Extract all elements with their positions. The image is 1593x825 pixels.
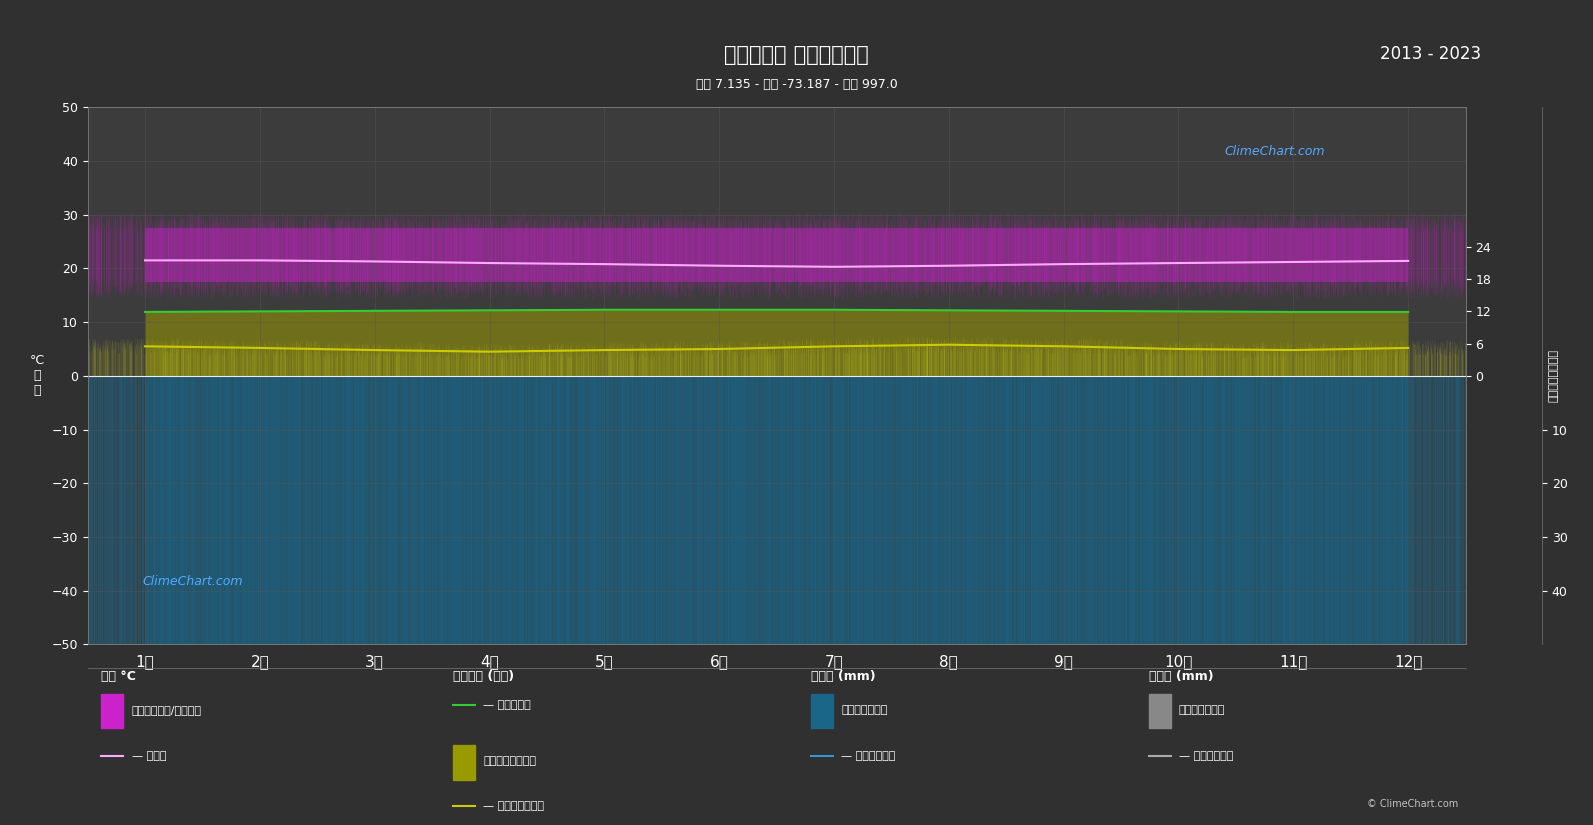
Y-axis label: °C
温
度: °C 温 度	[30, 355, 45, 398]
Bar	[1149, 695, 1171, 728]
Text: 日ごとの日照時間: 日ごとの日照時間	[483, 757, 537, 766]
Bar	[452, 746, 475, 780]
Text: 緯度 7.135 - 経度 -73.187 - 標高 997.0: 緯度 7.135 - 経度 -73.187 - 標高 997.0	[696, 78, 897, 92]
Text: ClimeChart.com: ClimeChart.com	[1225, 145, 1325, 158]
Text: 気温 °C: 気温 °C	[102, 670, 137, 682]
Text: — 日中の時間: — 日中の時間	[483, 700, 530, 710]
Text: 日ごとの最小/最大範囲: 日ごとの最小/最大範囲	[132, 705, 202, 715]
Text: © ClimeChart.com: © ClimeChart.com	[1367, 799, 1459, 809]
Text: — 月平均日照時間: — 月平均日照時間	[483, 801, 545, 811]
Bar	[102, 695, 123, 728]
Text: ClimeChart.com: ClimeChart.com	[143, 575, 244, 587]
Text: 日ごとの降雨量: 日ごとの降雨量	[841, 705, 887, 715]
Bar	[811, 695, 833, 728]
Text: 日照時間 (時間): 日照時間 (時間)	[452, 670, 515, 682]
Text: — 月平均: — 月平均	[132, 752, 166, 761]
Text: 降雪量 (mm): 降雪量 (mm)	[1149, 670, 1214, 682]
Text: 2013 - 2023: 2013 - 2023	[1381, 45, 1481, 64]
Text: — 月平均降雪量: — 月平均降雪量	[1179, 752, 1233, 761]
Text: — 月平均降雨量: — 月平均降雨量	[841, 752, 895, 761]
Y-axis label: 日照時間（時間）: 日照時間（時間）	[1548, 349, 1558, 403]
Text: 日ごとの降雪量: 日ごとの降雪量	[1179, 705, 1225, 715]
Text: 降雨量 (mm): 降雨量 (mm)	[811, 670, 876, 682]
Text: の気候変動 ブカラマンガ: の気候変動 ブカラマンガ	[725, 45, 868, 65]
